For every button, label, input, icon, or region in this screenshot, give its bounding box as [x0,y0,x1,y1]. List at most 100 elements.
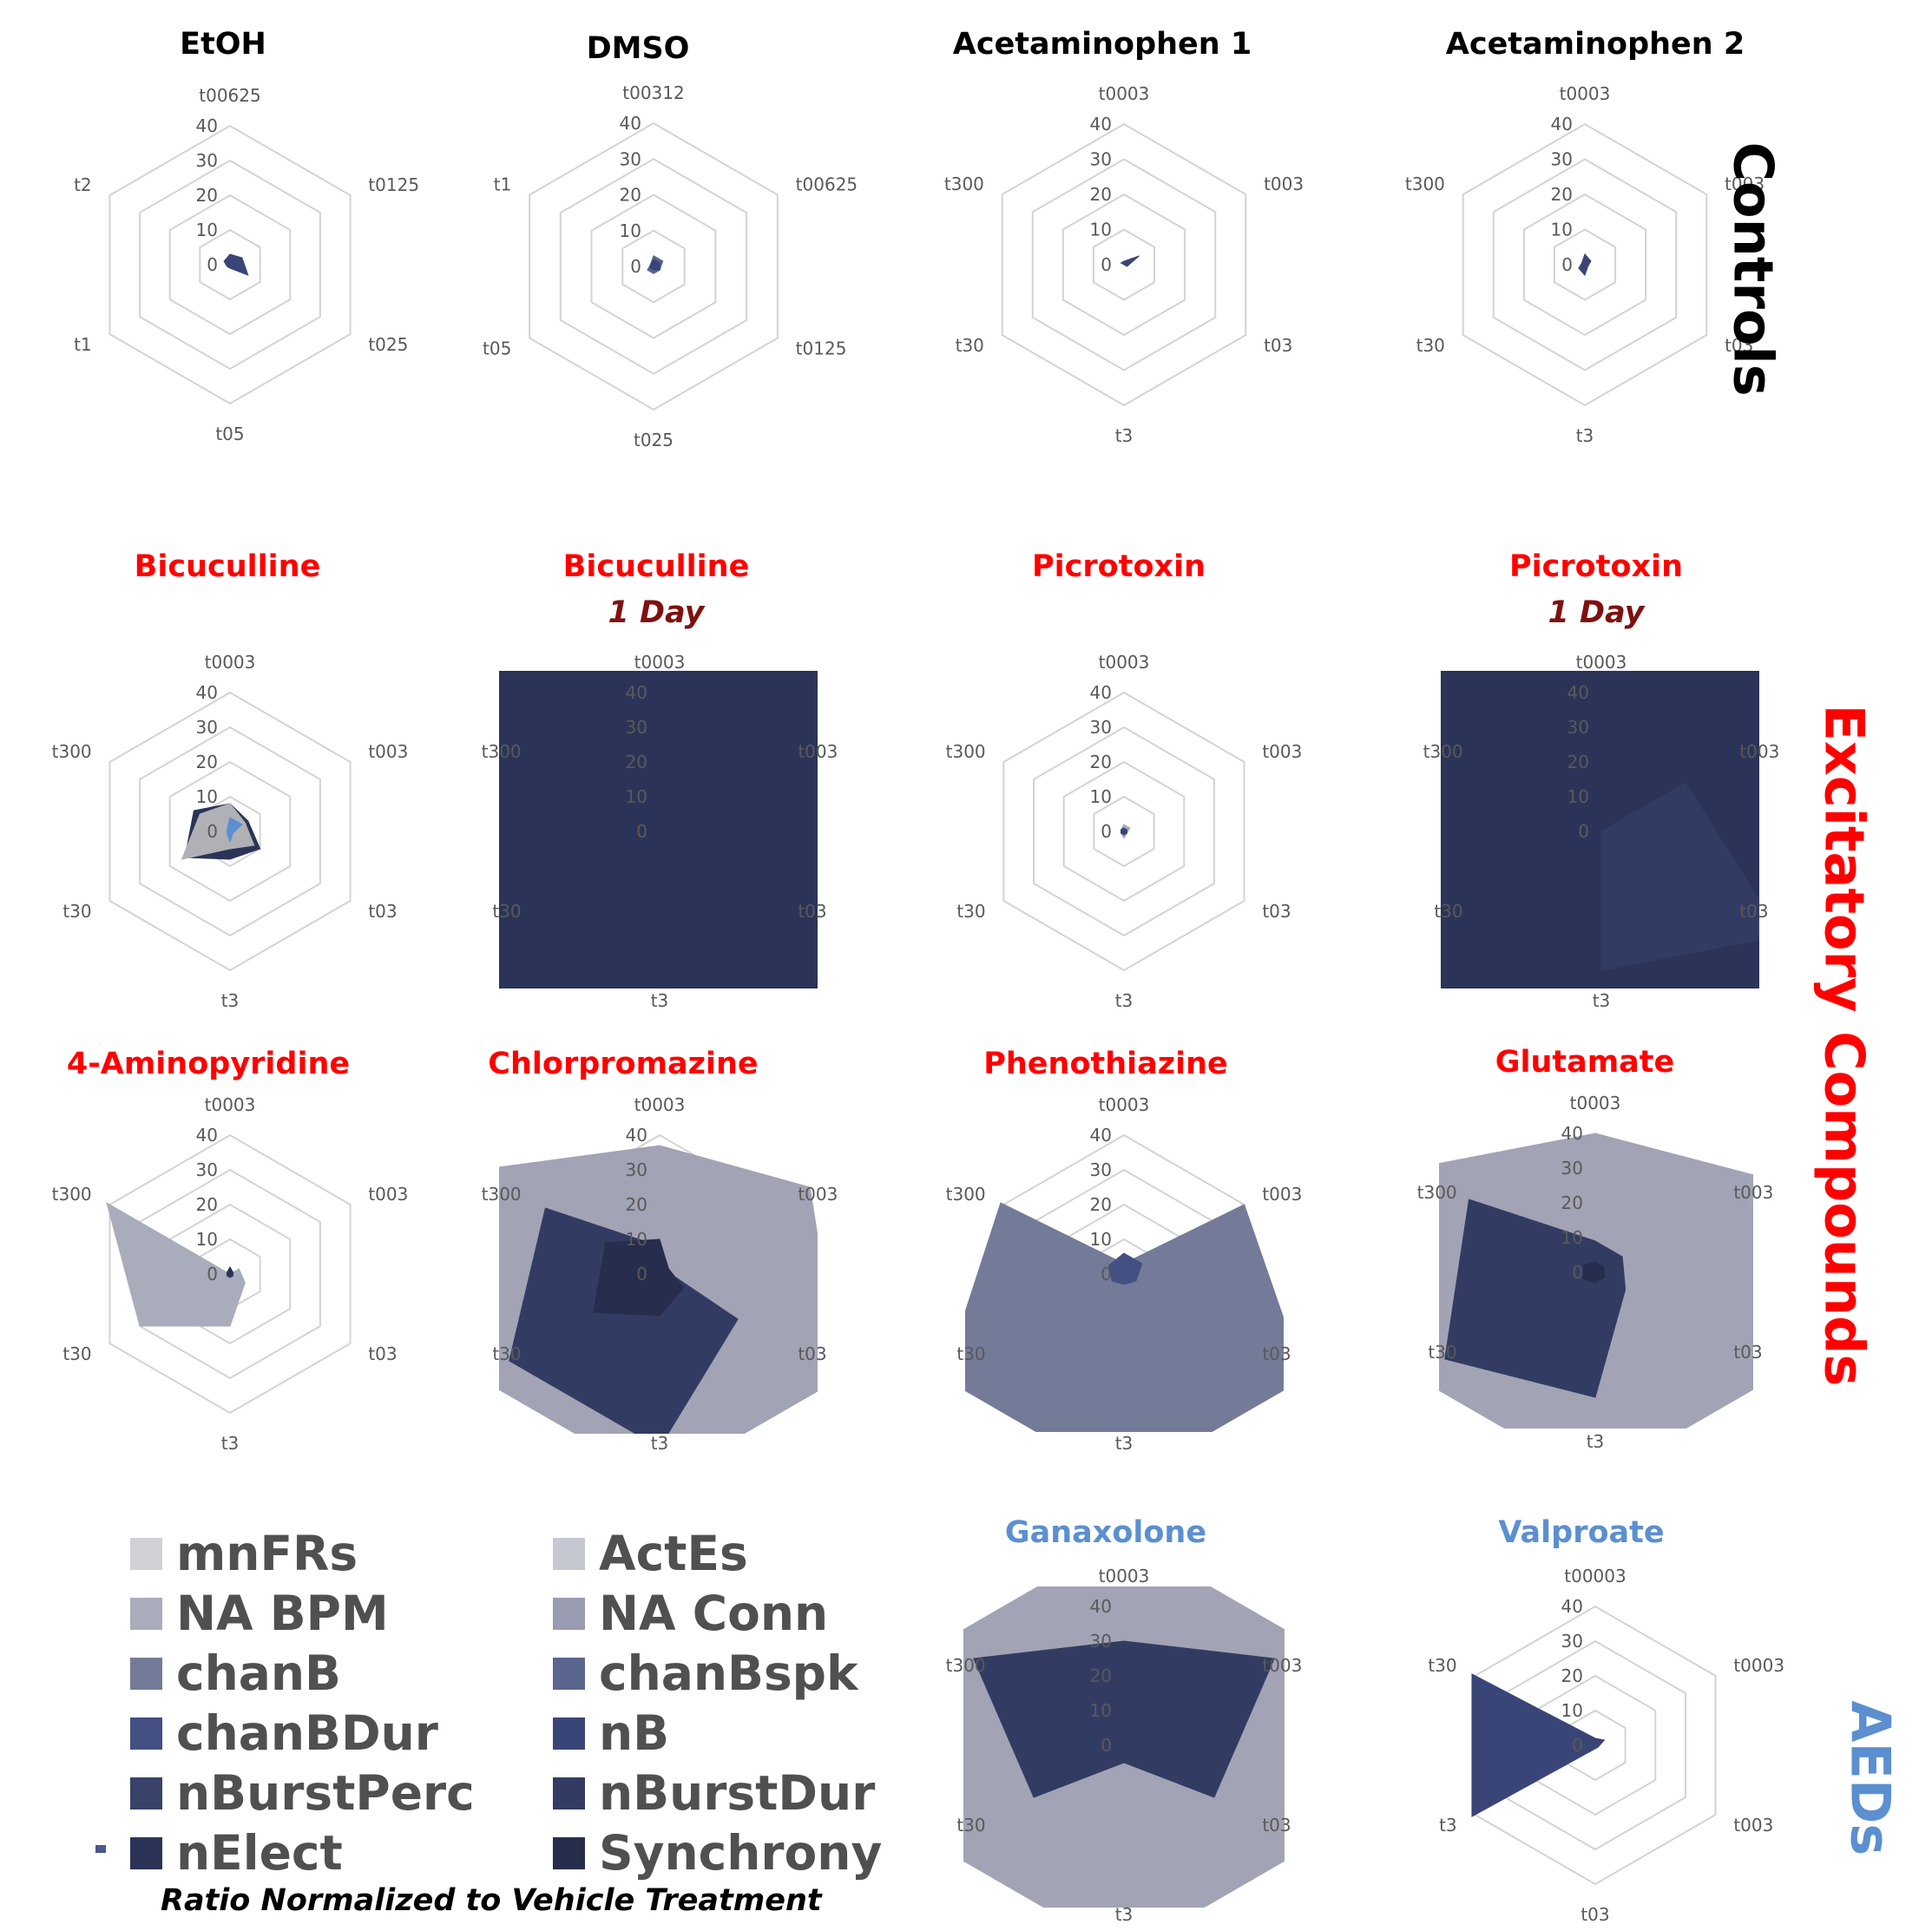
axis-label: t300 [1417,1182,1457,1203]
axis-label: t30 [1428,1655,1456,1676]
axis-label: t00625 [796,174,858,195]
radial-tick-label: 20 [1090,1665,1112,1686]
radial-tick-label: 30 [1090,1159,1112,1180]
radial-tick-label: 10 [1090,1700,1112,1721]
axis-label: t300 [482,1184,522,1205]
radial-tick-label: 30 [196,150,218,171]
radar-panel: 0 10 20 30 40 t0003 t003 t03 t3 t30 t300 Picrotoxin… [1423,549,1780,1011]
radial-tick-label: 0 [1101,1264,1112,1284]
grid-ring [621,229,686,304]
radial-tick-label: 30 [1090,149,1112,170]
radial-tick-label: 20 [1090,752,1112,772]
radial-tick-label: 40 [1090,1596,1112,1617]
grid-ring [168,194,292,336]
grid-ring [139,726,321,937]
axis-label: t30 [956,1343,985,1364]
axis-label: t003 [1725,174,1764,194]
axis-label: t0003 [1570,1093,1621,1113]
radar-panel: 0 10 20 30 40 t0003 t003 t03 t3 t30 t300 4-Aminopyr… [52,1047,409,1454]
axis-label: t003 [1262,741,1302,762]
axis-label: t003 [368,741,408,762]
axis-label: t3 [1439,1815,1457,1836]
legend-item: ActEs [553,1526,748,1581]
axis-label: t00625 [199,85,260,106]
grid-ring [139,159,321,371]
radar-series-area [227,817,243,844]
legend-label: nBurstPerc [176,1765,475,1821]
axis-label: t3 [1115,990,1134,1011]
radar-panel: 0 10 20 30 40 t0003 t003 t03 t3 t30 t300 Phenothiaz… [946,1047,1303,1454]
axis-label: t0003 [205,1094,256,1115]
radial-tick-label: 0 [207,821,218,842]
radar-series-area [593,1238,685,1317]
axis-label: t003 [1733,1815,1773,1836]
radial-tick-label: 10 [626,786,647,807]
radial-tick-label: 0 [1101,1735,1112,1756]
radar-panel: 0 10 20 30 40 t00003 t0003 t003 t03 t3 t30 Valproat… [1428,1515,1784,1925]
axis-label: t300 [1423,741,1463,762]
axis-label: t300 [946,1184,986,1205]
radial-tick-label: 0 [1101,254,1112,275]
radial-tick-label: 0 [1572,1735,1583,1756]
axis-label: t025 [634,430,674,450]
radar-series-area [1120,255,1140,267]
radar-panel: 0 10 20 30 40 t0003 t003 t03 t3 t30 t300 Chlorproma… [482,1047,838,1454]
radial-tick-label: 10 [196,786,218,807]
radial-tick-label: 0 [1101,821,1112,842]
axis-label: t0003 [1099,652,1150,673]
radial-tick-label: 10 [196,1229,218,1250]
radial-tick-label: 10 [626,1229,647,1250]
axis-label: t30 [1434,901,1462,922]
axis-label: t30 [956,901,985,922]
radar-panel: 0 10 20 30 40 t0003 t003 t03 t3 t30 t300 Bicucullin… [52,549,409,1011]
radial-tick-label: 0 [636,821,647,842]
axis-label: t3 [651,1433,669,1454]
legend-item: Synchrony [553,1825,882,1881]
radial-tick-label: 20 [196,185,218,206]
axis-label: t30 [492,901,521,922]
axis-label: t30 [62,1343,91,1364]
axis-label: t30 [62,901,91,922]
chart-title: EtOH [180,27,266,62]
radar-series-area [1444,1199,1626,1398]
axis-label: t30 [492,1343,521,1364]
chart-subtitle: 1 Day [1548,595,1646,630]
axis-label: t03 [368,901,397,922]
radial-tick-label: 20 [196,752,218,772]
legend-label: nElect [176,1825,343,1881]
radial-tick-label: 30 [196,717,218,738]
radar-panel: 0 10 20 30 40 t0003 t003 t03 t3 t30 t300 Picrotoxin [946,549,1303,1011]
axis-label: t003 [798,1184,838,1205]
radial-tick-label: 20 [1561,1192,1583,1213]
axis-label: t300 [52,741,92,762]
chart-title: Bicuculline [563,549,750,584]
legend-label: NA BPM [176,1586,389,1641]
axis-label: t2 [74,174,92,195]
radial-tick-label: 30 [1090,717,1112,738]
axis-label: t3 [1115,425,1134,446]
radial-tick-label: 40 [626,1125,647,1146]
radial-tick-label: 40 [1090,682,1112,703]
axis-label: t03 [1725,335,1753,356]
axis-label: t03 [798,1343,826,1364]
legend-footnote: Ratio Normalized to Vehicle Treatment [161,1883,822,1918]
radar-panel: 0 10 20 30 40 t00312 t00625 t0125 t025 t05 t1 DMSO [483,31,858,450]
axis-label: t025 [368,334,408,355]
legend-item: chanBDur [130,1705,438,1761]
axis-label: t300 [944,174,984,194]
axis-label: t0003 [1733,1655,1784,1676]
radial-tick-label: 40 [196,1125,218,1146]
legend-label: NA Conn [599,1586,829,1641]
radial-tick-label: 10 [1090,220,1112,240]
radial-tick-label: 10 [1090,786,1112,807]
radar-series-area [1108,1252,1143,1285]
axis-label: t3 [1115,1433,1134,1454]
radial-tick-label: 0 [1572,1262,1583,1283]
axis-label: t003 [798,741,838,762]
axis-label: t0003 [1576,652,1627,673]
legend-item: NA Conn [553,1586,828,1641]
chart-title: Bicuculline [135,549,321,584]
grid-ring [529,122,779,411]
